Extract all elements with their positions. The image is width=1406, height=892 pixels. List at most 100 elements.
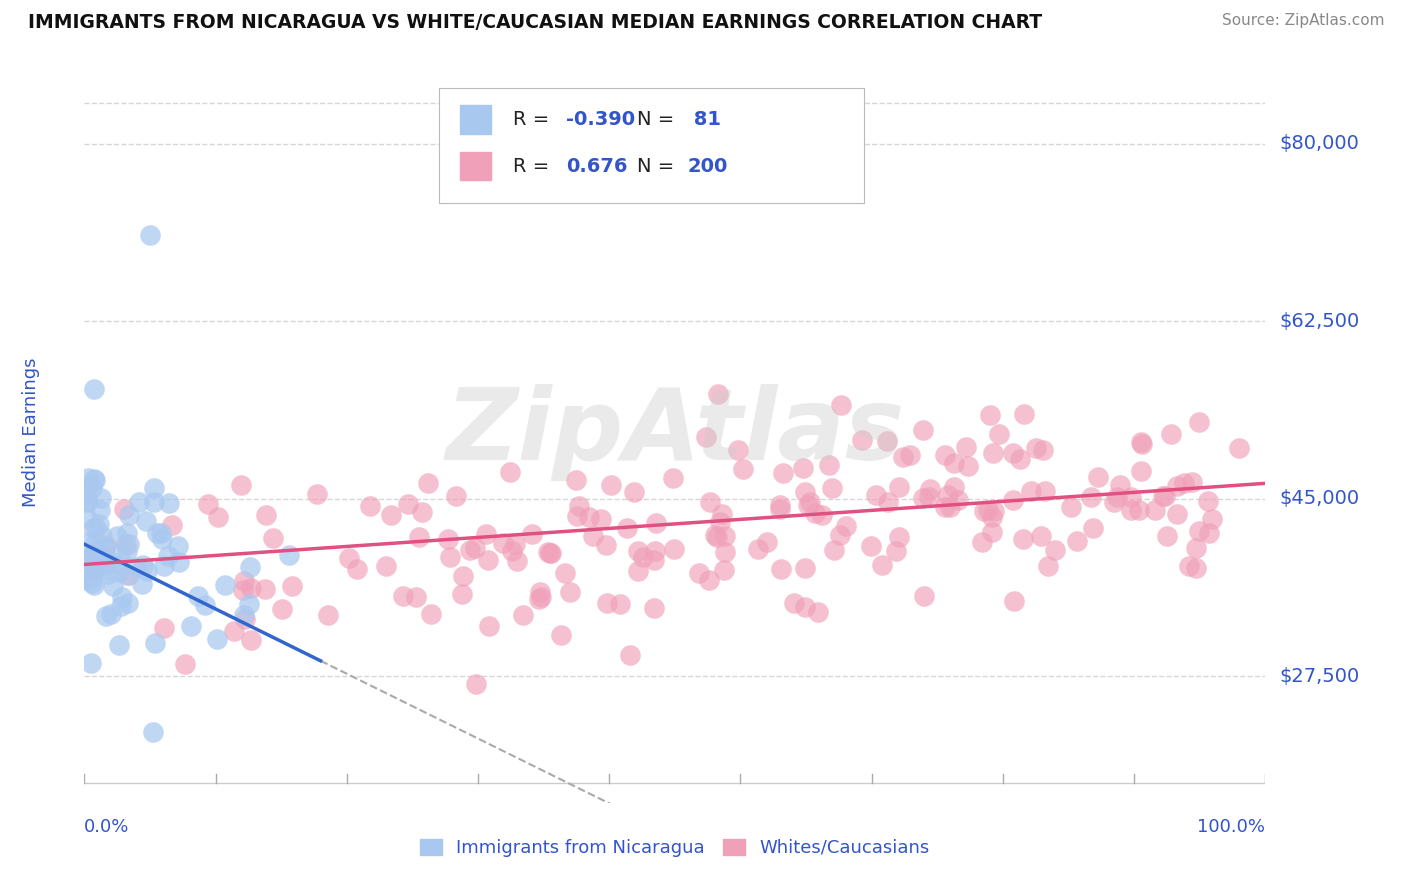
Point bbox=[160, 517, 183, 532]
Point bbox=[643, 553, 665, 567]
Point bbox=[769, 501, 792, 516]
Point bbox=[1197, 493, 1219, 508]
Point bbox=[912, 590, 935, 604]
Point bbox=[709, 515, 731, 529]
Point bbox=[77, 550, 100, 565]
Point bbox=[501, 543, 523, 558]
Point bbox=[475, 527, 498, 541]
Point bbox=[451, 568, 474, 582]
Text: $62,500: $62,500 bbox=[1279, 311, 1360, 331]
Point bbox=[714, 544, 737, 558]
Point bbox=[627, 565, 650, 579]
Point bbox=[115, 537, 138, 551]
Point bbox=[1019, 484, 1042, 499]
Point bbox=[1184, 541, 1206, 556]
Point bbox=[112, 502, 135, 516]
Point bbox=[578, 510, 600, 524]
Point bbox=[582, 529, 605, 543]
Point bbox=[82, 481, 104, 495]
Text: N =: N = bbox=[637, 157, 681, 176]
Point bbox=[1156, 529, 1178, 543]
Point bbox=[101, 579, 124, 593]
Point bbox=[713, 563, 735, 577]
Point bbox=[1188, 524, 1211, 538]
Point bbox=[278, 548, 301, 562]
Point bbox=[492, 535, 515, 549]
Point bbox=[146, 526, 169, 541]
Point bbox=[938, 488, 960, 502]
Point bbox=[135, 514, 157, 528]
Point bbox=[197, 497, 219, 511]
Point bbox=[1043, 543, 1066, 558]
Point bbox=[727, 442, 749, 457]
Point bbox=[117, 568, 139, 582]
Point bbox=[797, 498, 820, 512]
Point bbox=[76, 471, 98, 485]
Point bbox=[564, 473, 586, 487]
Point bbox=[699, 574, 721, 588]
Point bbox=[970, 535, 993, 549]
Point bbox=[772, 466, 794, 480]
Point bbox=[194, 599, 217, 613]
Point bbox=[96, 538, 118, 552]
Point bbox=[359, 499, 381, 513]
Point bbox=[688, 566, 710, 580]
Text: $27,500: $27,500 bbox=[1279, 666, 1360, 686]
Point bbox=[143, 481, 166, 495]
Legend: Immigrants from Nicaragua, Whites/Caucasians: Immigrants from Nicaragua, Whites/Caucas… bbox=[413, 831, 936, 864]
Point bbox=[558, 585, 581, 599]
Point bbox=[205, 632, 228, 647]
Point bbox=[662, 471, 685, 485]
Text: 200: 200 bbox=[688, 157, 728, 176]
Point bbox=[568, 499, 591, 513]
Point bbox=[599, 478, 621, 492]
Point bbox=[804, 507, 827, 521]
Point bbox=[83, 473, 105, 487]
Text: $80,000: $80,000 bbox=[1279, 134, 1360, 153]
Bar bbox=[460, 152, 491, 180]
Point bbox=[554, 566, 576, 581]
Point bbox=[706, 530, 728, 544]
Point bbox=[1080, 490, 1102, 504]
Point bbox=[828, 527, 851, 541]
Point bbox=[1130, 437, 1153, 451]
Point bbox=[79, 656, 101, 670]
Point bbox=[792, 460, 814, 475]
Point bbox=[305, 487, 328, 501]
Point bbox=[589, 512, 612, 526]
Point bbox=[1160, 426, 1182, 441]
Point bbox=[180, 618, 202, 632]
Point bbox=[91, 529, 114, 543]
Point bbox=[550, 628, 572, 642]
Point bbox=[981, 509, 1004, 524]
Point bbox=[1130, 464, 1153, 478]
Point bbox=[623, 484, 645, 499]
Point bbox=[232, 582, 254, 597]
Point bbox=[128, 495, 150, 509]
Point bbox=[153, 559, 176, 574]
Point bbox=[942, 480, 965, 494]
Point bbox=[75, 488, 97, 502]
Point bbox=[83, 578, 105, 592]
Point bbox=[616, 521, 638, 535]
Point bbox=[1105, 490, 1128, 504]
Point bbox=[1081, 521, 1104, 535]
Point bbox=[503, 537, 526, 551]
Point bbox=[747, 542, 769, 557]
Point bbox=[458, 543, 481, 558]
Point bbox=[870, 558, 893, 573]
Point bbox=[169, 555, 191, 569]
Point bbox=[1185, 560, 1208, 574]
Point bbox=[695, 430, 717, 444]
Point bbox=[77, 570, 100, 584]
Point bbox=[1102, 495, 1125, 509]
Point bbox=[156, 549, 179, 563]
Point bbox=[609, 597, 631, 611]
Point bbox=[108, 549, 131, 563]
Point bbox=[105, 529, 128, 543]
Point bbox=[1087, 470, 1109, 484]
Point bbox=[711, 508, 734, 522]
Point bbox=[233, 612, 256, 626]
Point bbox=[157, 496, 180, 510]
Point bbox=[411, 505, 433, 519]
